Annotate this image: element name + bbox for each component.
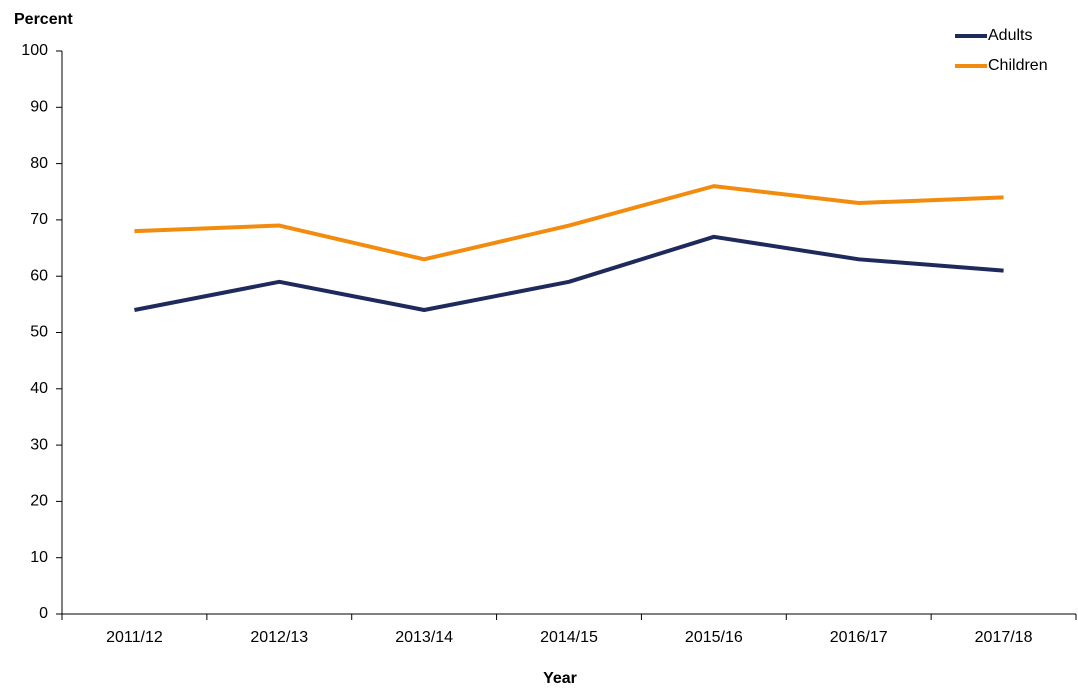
y-tick-label: 90 bbox=[30, 99, 48, 116]
y-tick-label: 70 bbox=[30, 211, 48, 228]
x-axis-label: Year bbox=[543, 670, 577, 687]
legend-label: Children bbox=[988, 57, 1048, 74]
x-tick-label: 2015/16 bbox=[685, 629, 743, 646]
y-axis-label: Percent bbox=[14, 11, 73, 28]
y-tick-label: 20 bbox=[30, 493, 48, 510]
y-tick-label: 0 bbox=[39, 605, 48, 622]
x-tick-label: 2017/18 bbox=[975, 629, 1033, 646]
y-tick-label: 40 bbox=[30, 380, 48, 397]
y-tick-label: 30 bbox=[30, 436, 48, 453]
y-tick-label: 80 bbox=[30, 155, 48, 172]
y-tick-label: 50 bbox=[30, 324, 48, 341]
y-tick-label: 60 bbox=[30, 267, 48, 284]
series-line bbox=[134, 234, 1004, 312]
y-tick-label: 100 bbox=[21, 42, 48, 59]
x-tick-label: 2013/14 bbox=[395, 629, 453, 646]
series-line bbox=[134, 184, 1004, 262]
y-tick-label: 10 bbox=[30, 549, 48, 566]
x-tick-label: 2016/17 bbox=[830, 629, 888, 646]
x-tick-label: 2011/12 bbox=[106, 629, 163, 646]
x-tick-label: 2014/15 bbox=[540, 629, 598, 646]
x-tick-label: 2012/13 bbox=[250, 629, 308, 646]
legend-label: Adults bbox=[988, 27, 1032, 44]
